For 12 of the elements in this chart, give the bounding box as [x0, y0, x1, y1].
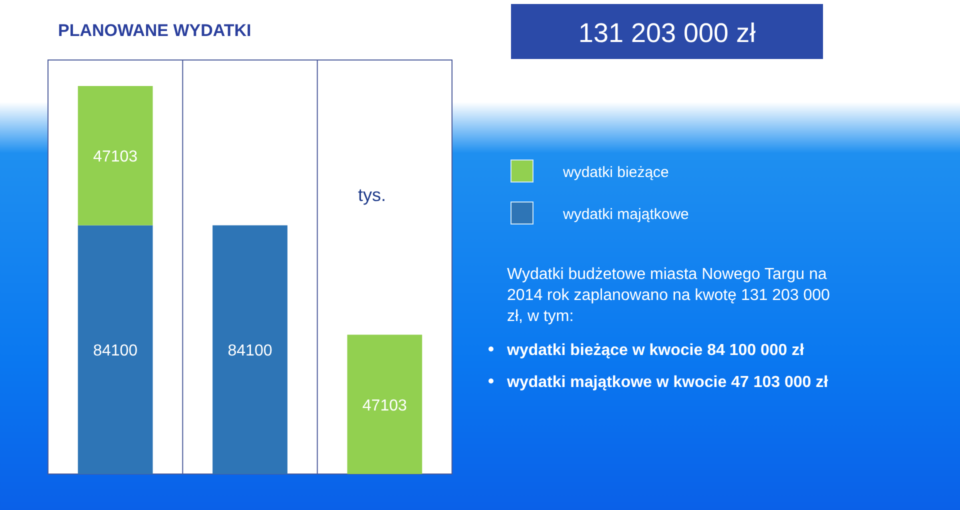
text: 131 203 000 zł: [578, 18, 756, 48]
chart-title: PLANOWANE WYDATKI: [58, 21, 252, 40]
text: Wydatki budżetowe miasta Nowego Targu na 2014 rok zaplanowano na kwotę 131 203 000 zł, w tym:: [507, 266, 830, 325]
data-label: 47103: [362, 397, 408, 414]
data-label: 47103: [93, 148, 138, 166]
text: wydatki majątkowe w kwocie 47 103 000 zł: [506, 374, 829, 391]
legend-label: wydatki majątkowe: [562, 206, 689, 223]
data-label: 84100: [228, 342, 272, 360]
legend-label: wydatki bieżące: [562, 164, 669, 181]
text: wydatki bieżące w kwocie 84 100 000 zł: [506, 342, 805, 359]
annotation: tys.: [358, 185, 386, 205]
data-label: 84100: [93, 342, 138, 360]
